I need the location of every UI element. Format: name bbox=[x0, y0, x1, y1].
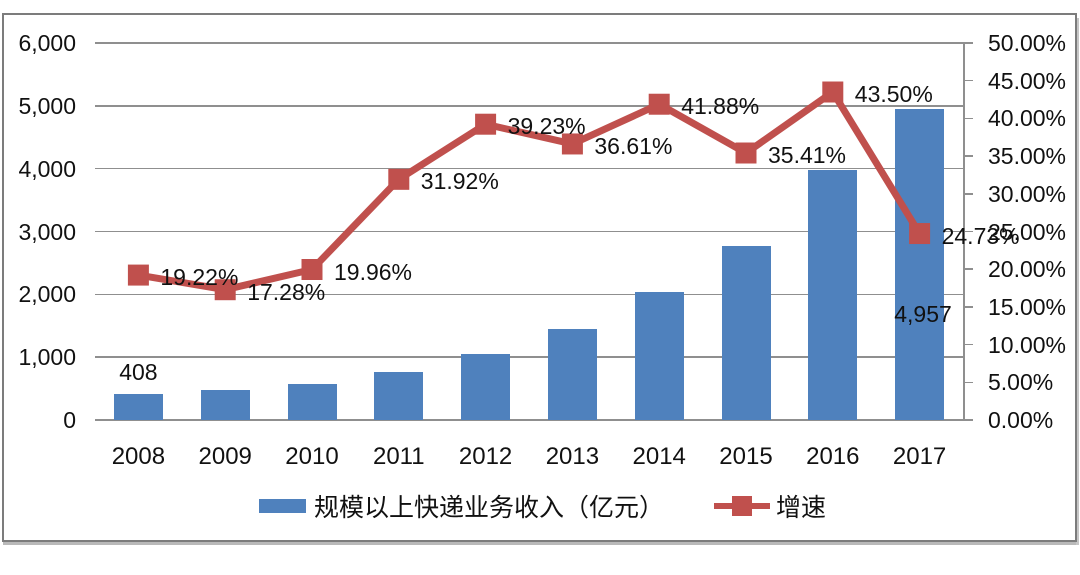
left-axis-label-6,000: 6,000 bbox=[18, 30, 76, 56]
gridline-6000 bbox=[95, 42, 963, 44]
bar-2009 bbox=[200, 389, 250, 420]
right-axis-tick-0 bbox=[963, 419, 973, 421]
legend-square-icon bbox=[732, 496, 753, 516]
gridline-4000 bbox=[95, 167, 963, 170]
point-label-2015: 35.41% bbox=[768, 142, 847, 168]
x-axis-label-2013: 2013 bbox=[545, 443, 600, 470]
line-marker-2008 bbox=[127, 264, 149, 286]
right-axis-label-25.00%: 25.00% bbox=[988, 218, 1067, 245]
right-axis-tick-35 bbox=[963, 155, 973, 157]
left-axis-label-5,000: 5,000 bbox=[18, 92, 76, 119]
growth-line bbox=[137, 87, 923, 294]
legend: 规模以上快递业务收入（亿元） 增速 bbox=[259, 491, 827, 522]
bar-2012 bbox=[461, 353, 511, 420]
gridline-3000 bbox=[95, 230, 963, 233]
line-marker-2009 bbox=[214, 279, 236, 301]
bar-2010 bbox=[287, 383, 337, 420]
gridline-0 bbox=[95, 419, 963, 421]
point-label-2008: 19.22% bbox=[160, 264, 239, 291]
right-axis-label-45.00%: 45.00% bbox=[988, 67, 1067, 94]
right-axis-label-20.00%: 20.00% bbox=[988, 256, 1067, 283]
right-axis-tick-10 bbox=[963, 343, 973, 346]
point-label-2017: 24.73% bbox=[941, 222, 1020, 249]
point-label-2010: 19.96% bbox=[334, 258, 413, 285]
line-marker-2013 bbox=[561, 133, 583, 155]
x-axis-label-2014: 2014 bbox=[632, 443, 686, 470]
line-marker-2015 bbox=[735, 142, 757, 164]
line-marker-2017 bbox=[909, 223, 931, 245]
x-axis-label-2009: 2009 bbox=[198, 443, 252, 470]
right-axis-label-50.00%: 50.00% bbox=[988, 30, 1067, 56]
point-label-2009: 17.28% bbox=[247, 278, 326, 305]
right-axis-tick-45 bbox=[963, 79, 973, 82]
left-axis-label-2,000: 2,000 bbox=[18, 281, 76, 308]
right-axis-tick-5 bbox=[963, 381, 973, 384]
right-axis-label-15.00%: 15.00% bbox=[988, 293, 1067, 320]
left-axis-label-0: 0 bbox=[63, 407, 76, 433]
left-axis-label-1,000: 1,000 bbox=[18, 344, 76, 371]
right-axis-tick-40 bbox=[963, 117, 973, 120]
right-axis-tick-15 bbox=[963, 306, 973, 308]
bar-label-2017: 4,957 bbox=[894, 301, 952, 327]
x-axis-label-2017: 2017 bbox=[892, 443, 947, 470]
line-marker-2011 bbox=[388, 168, 410, 190]
bar-2016 bbox=[808, 170, 858, 420]
x-axis-label-2015: 2015 bbox=[719, 443, 773, 470]
legend-line-label: 增速 bbox=[776, 494, 827, 522]
left-axis-label-3,000: 3,000 bbox=[18, 218, 76, 245]
bar-2008 bbox=[113, 394, 163, 420]
bar-2011 bbox=[374, 372, 424, 420]
gridline-1000 bbox=[95, 356, 963, 358]
gridline-5000 bbox=[95, 105, 963, 107]
right-axis-tick-50 bbox=[963, 42, 973, 44]
line-marker-2010 bbox=[301, 259, 323, 281]
bar-label-2008: 408 bbox=[119, 359, 158, 386]
right-axis-tick-25 bbox=[963, 230, 973, 233]
right-axis-label-10.00%: 10.00% bbox=[988, 331, 1067, 358]
gridline-2000 bbox=[95, 293, 963, 296]
legend-bar-label: 规模以上快递业务收入（亿元） bbox=[314, 494, 665, 522]
x-axis-label-2011: 2011 bbox=[372, 443, 425, 470]
right-axis-label-5.00%: 5.00% bbox=[988, 369, 1054, 396]
x-axis-label-2010: 2010 bbox=[285, 443, 339, 470]
bar-2014 bbox=[634, 291, 684, 420]
right-axis-label-35.00%: 35.00% bbox=[988, 143, 1067, 170]
bar-2013 bbox=[547, 329, 597, 420]
point-label-2012: 39.23% bbox=[507, 113, 586, 140]
bar-2017 bbox=[895, 108, 945, 420]
right-axis-label-40.00%: 40.00% bbox=[988, 105, 1067, 132]
point-label-2011: 31.92% bbox=[420, 168, 499, 195]
line-marker-2014 bbox=[648, 93, 670, 115]
right-axis-label-30.00%: 30.00% bbox=[988, 180, 1067, 207]
x-axis-label-2016: 2016 bbox=[806, 443, 860, 470]
legend-line-marker-icon bbox=[714, 495, 771, 517]
left-axis-label-4,000: 4,000 bbox=[18, 155, 76, 182]
point-label-2014: 41.88% bbox=[681, 93, 760, 120]
right-axis-label-0.00%: 0.00% bbox=[988, 407, 1054, 433]
bar-2015 bbox=[721, 245, 771, 420]
legend-bar-swatch-icon bbox=[259, 499, 306, 513]
line-marker-2016 bbox=[822, 81, 844, 103]
growth-line-series bbox=[127, 81, 931, 301]
right-axis-tick-30 bbox=[963, 193, 973, 195]
point-label-2016: 43.50% bbox=[854, 81, 933, 107]
right-axis-tick-20 bbox=[963, 268, 973, 270]
x-axis-label-2008: 2008 bbox=[111, 443, 166, 470]
x-axis-label-2012: 2012 bbox=[458, 443, 513, 470]
line-marker-2012 bbox=[475, 113, 497, 135]
point-label-2013: 36.61% bbox=[594, 132, 673, 159]
